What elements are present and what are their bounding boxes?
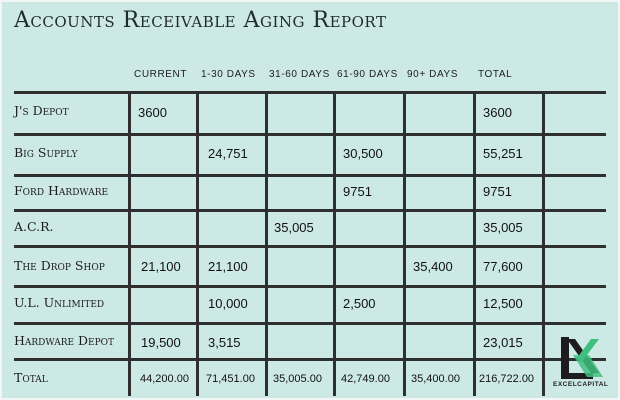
row-label-acr: A.C.R. — [14, 219, 54, 234]
cell-js-depot-current: 3600 — [138, 105, 167, 120]
row-label-ul-unlimited: U.L. Unlimited — [14, 295, 105, 310]
report-title: Accounts Receivable Aging Report — [14, 8, 387, 33]
cell-big-supply-1-30: 24,751 — [208, 146, 248, 161]
cell-hardware-depot-current: 19,500 — [141, 335, 181, 350]
cell-js-depot-total: 3600 — [483, 105, 512, 120]
row-label-js-depot: J's Depot — [14, 103, 69, 118]
cell-drop-shop-1-30: 21,100 — [208, 259, 248, 274]
col-header-90plus: 90+ DAYS — [407, 69, 459, 80]
cell-ul-unlimited-1-30: 10,000 — [208, 296, 248, 311]
cell-ul-unlimited-61-90: 2,500 — [343, 296, 376, 311]
row-label-drop-shop: The Drop Shop — [14, 258, 105, 273]
col-header-total: TOTAL — [478, 69, 513, 80]
cell-ford-hardware-total: 9751 — [483, 184, 512, 199]
row-label-total: Total — [14, 370, 48, 385]
row-label-hardware-depot: Hardware Depot — [14, 333, 115, 348]
cell-acr-31-60: 35,005 — [274, 220, 314, 235]
cell-acr-total: 35,005 — [483, 220, 523, 235]
row-label-big-supply: Big Supply — [14, 145, 78, 160]
cell-total-31-60: 35,005.00 — [273, 373, 322, 385]
cell-drop-shop-90plus: 35,400 — [413, 259, 453, 274]
cell-hardware-depot-1-30: 3,515 — [208, 335, 241, 350]
cell-big-supply-total: 55,251 — [483, 146, 523, 161]
cell-total-90plus: 35,400.00 — [411, 373, 460, 385]
col-header-31-60: 31-60 DAYS — [269, 69, 330, 80]
excelcapital-logo — [553, 333, 607, 395]
excelcapital-logo-text: EXCELCAPITAL — [553, 381, 609, 388]
cell-drop-shop-total: 77,600 — [483, 259, 523, 274]
cell-total-current: 44,200.00 — [140, 373, 189, 385]
cell-hardware-depot-total: 23,015 — [483, 335, 523, 350]
cell-total-total: 216,722.00 — [479, 373, 535, 385]
col-header-61-90: 61-90 DAYS — [337, 69, 398, 80]
cell-ford-hardware-61-90: 9751 — [343, 184, 372, 199]
cell-total-61-90: 42,749.00 — [341, 373, 390, 385]
cell-ul-unlimited-total: 12,500 — [483, 296, 523, 311]
cell-drop-shop-current: 21,100 — [141, 259, 181, 274]
cell-total-1-30: 71,451.00 — [206, 373, 255, 385]
col-header-current: CURRENT — [134, 69, 188, 80]
cell-big-supply-61-90: 30,500 — [343, 146, 383, 161]
col-header-1-30: 1-30 DAYS — [201, 69, 256, 80]
row-label-ford-hardware: Ford Hardware — [14, 183, 109, 198]
